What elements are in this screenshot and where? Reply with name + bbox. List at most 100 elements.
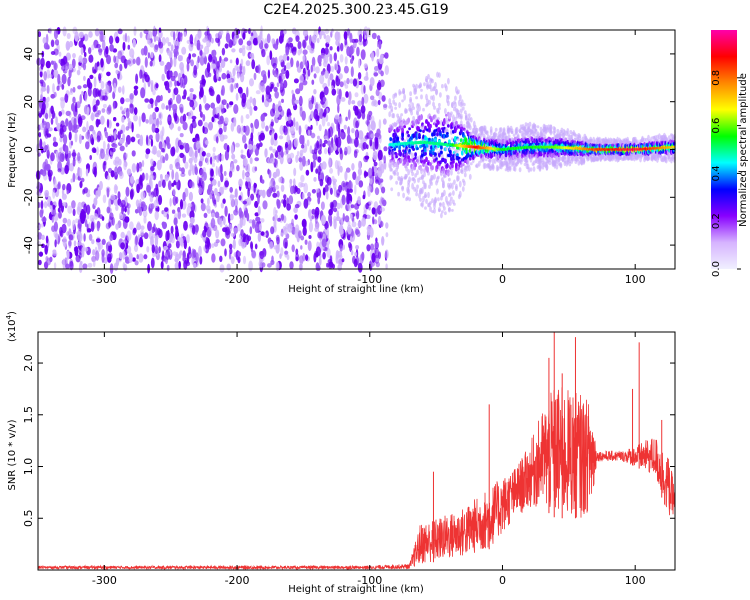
noise-cell: [97, 90, 101, 97]
noise-cell: [152, 29, 156, 37]
noise-cell: [242, 255, 247, 265]
noise-cell: [313, 29, 318, 39]
signal-core-cell: [398, 144, 401, 151]
noise-cell: [179, 76, 183, 88]
noise-cell: [111, 216, 115, 226]
noise-cell: [220, 59, 226, 69]
noise-cell: [328, 126, 334, 138]
noise-cell: [304, 62, 309, 67]
noise-cell: [325, 34, 331, 45]
signal-core-cell: [431, 132, 434, 137]
noise-cell: [84, 91, 88, 103]
noise-cell: [72, 172, 76, 183]
noise-cell: [53, 48, 59, 56]
noise-cell: [308, 221, 313, 233]
signal-halo-cell: [452, 190, 455, 196]
noise-cell: [91, 239, 95, 245]
noise-cell: [286, 153, 291, 163]
noise-cell: [305, 254, 309, 261]
signal-halo-cell: [410, 108, 413, 112]
noise-cell: [264, 148, 268, 158]
noise-cell: [298, 82, 304, 91]
noise-cell: [300, 174, 305, 183]
noise-cell: [201, 52, 206, 58]
noise-cell: [175, 162, 181, 170]
noise-cell: [82, 126, 87, 133]
noise-cell: [337, 31, 341, 43]
noise-cell: [260, 231, 265, 236]
noise-cell: [150, 166, 155, 172]
signal-halo-cell: [442, 183, 445, 189]
noise-cell: [147, 31, 153, 39]
noise-cell: [366, 113, 370, 123]
signal-core-cell: [407, 155, 410, 160]
signal-halo-cell: [437, 109, 440, 115]
noise-cell: [170, 44, 174, 52]
noise-cell: [151, 150, 157, 155]
noise-cell: [178, 260, 181, 270]
signal-halo-cell: [578, 134, 582, 139]
noise-cell: [99, 30, 104, 35]
noise-cell: [115, 205, 119, 211]
noise-cell: [298, 230, 302, 239]
signal-halo-cell: [417, 177, 420, 183]
noise-cell: [303, 198, 309, 209]
noise-cell: [189, 162, 193, 172]
chart-title: C2E4.2025.300.23.45.G19: [263, 2, 448, 18]
noise-cell: [164, 80, 170, 91]
noise-cell: [50, 39, 55, 48]
noise-cell: [174, 171, 179, 183]
signal-core-cell: [414, 162, 417, 168]
noise-cell: [358, 58, 361, 69]
noise-cell: [173, 31, 176, 41]
noise-cell: [382, 118, 387, 125]
noise-cell: [335, 254, 339, 264]
noise-cell: [355, 245, 360, 250]
noise-cell: [333, 207, 338, 213]
noise-cell: [206, 152, 211, 158]
signal-halo-cell: [393, 169, 397, 175]
noise-cell: [261, 70, 267, 78]
signal-halo-cell: [450, 169, 453, 176]
noise-cell: [203, 94, 207, 104]
noise-cell: [169, 197, 172, 207]
noise-cell: [312, 152, 318, 161]
noise-cell: [329, 187, 333, 195]
noise-cell: [314, 227, 320, 232]
noise-cell: [136, 162, 140, 173]
noise-cell: [93, 166, 97, 178]
noise-cell: [93, 213, 99, 220]
noise-cell: [225, 32, 231, 43]
noise-cell: [85, 213, 90, 220]
noise-cell: [118, 171, 124, 180]
noise-cell: [202, 114, 206, 122]
noise-cell: [283, 53, 287, 62]
noise-cell: [207, 238, 210, 248]
signal-halo-cell: [424, 206, 427, 210]
noise-cell: [59, 123, 64, 135]
noise-cell: [144, 74, 150, 83]
noise-cell: [317, 156, 322, 163]
noise-cell: [245, 175, 250, 182]
noise-cell: [113, 143, 118, 149]
noise-cell: [194, 150, 198, 159]
signal-halo-cell: [407, 187, 410, 195]
signal-halo-cell: [401, 185, 404, 190]
noise-cell: [329, 167, 333, 174]
noise-cell: [167, 180, 172, 191]
noise-cell: [146, 246, 150, 253]
noise-cell: [326, 227, 330, 239]
noise-cell: [337, 103, 340, 114]
noise-cell: [40, 85, 44, 96]
noise-cell: [242, 157, 248, 167]
noise-cell: [214, 187, 218, 196]
noise-cell: [58, 151, 63, 162]
noise-cell: [143, 29, 149, 35]
signal-halo-cell: [443, 206, 446, 211]
noise-cell: [343, 65, 349, 74]
noise-cell: [230, 122, 235, 132]
noise-cell: [154, 210, 159, 221]
signal-halo-cell: [529, 167, 533, 172]
noise-cell: [217, 112, 220, 120]
noise-cell: [248, 219, 253, 224]
